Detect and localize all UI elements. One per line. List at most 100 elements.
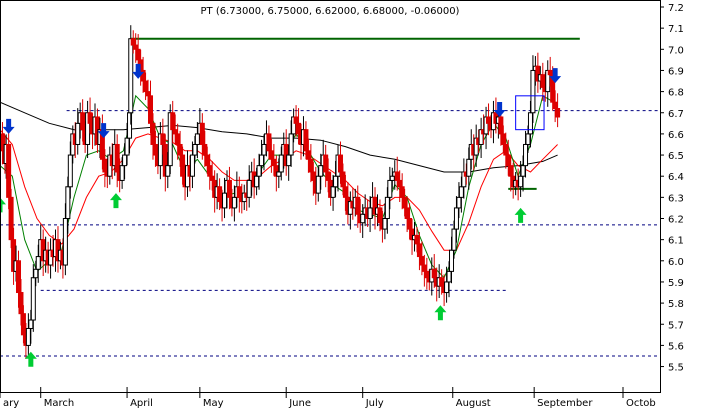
- candle-down: [114, 143, 120, 173]
- candle-down: [199, 122, 205, 145]
- candle-down: [552, 101, 558, 110]
- candle-up: [525, 133, 531, 145]
- axes: 7.2 7.1 7.0 6.9 6.8 6.7 6.6 6.5 6.4 6.3 6.2 6.1 6.0 5…: [0, 0, 684, 409]
- x-tick-label: ary: [3, 398, 19, 409]
- y-tick-label: 6.9: [668, 66, 684, 77]
- candle-up: [453, 207, 459, 230]
- candle-down: [8, 196, 14, 241]
- candle-up: [456, 196, 462, 209]
- x-tick-label: September: [537, 398, 593, 409]
- ma-mid-line: [0, 129, 558, 251]
- candle-up: [259, 154, 265, 167]
- candle-down: [540, 74, 546, 88]
- candle-up: [527, 112, 533, 135]
- x-tick-label: August: [456, 398, 491, 409]
- sell-arrow-icon: [549, 68, 562, 84]
- candle-down: [486, 116, 492, 124]
- x-tick-label: July: [365, 398, 384, 409]
- candle-down: [130, 38, 136, 46]
- candle-up: [288, 133, 294, 156]
- plot-area: [0, 25, 660, 367]
- y-tick-label: 6.2: [668, 215, 684, 226]
- buy-arrow-icon: [514, 207, 527, 223]
- candle-up: [444, 281, 450, 294]
- y-tick-label: 7.2: [668, 3, 684, 14]
- candle-up: [246, 179, 252, 198]
- candle-down: [20, 313, 26, 336]
- candle-down: [303, 129, 309, 152]
- candle-down: [377, 207, 383, 224]
- candle-down: [87, 112, 93, 124]
- candle-down: [148, 95, 154, 124]
- sell-arrow-icon: [493, 101, 506, 117]
- candle-up: [276, 171, 282, 177]
- candle-up: [389, 175, 395, 181]
- candle-up: [119, 165, 125, 181]
- candle-up: [384, 196, 390, 220]
- candle-down: [424, 270, 430, 279]
- plot-frame: [0, 0, 661, 393]
- candle-down: [407, 218, 413, 230]
- candle-down: [323, 154, 329, 173]
- candle-up: [520, 165, 526, 177]
- candle-down: [355, 196, 361, 215]
- candle-down: [160, 133, 166, 145]
- candle-down: [416, 243, 422, 258]
- candle-up: [33, 268, 39, 279]
- y-tick-label: 6.7: [668, 109, 684, 120]
- candle-down: [399, 186, 405, 198]
- candle-up: [315, 175, 321, 194]
- candle-up: [261, 143, 267, 156]
- candle-up: [35, 256, 41, 270]
- candle-down: [202, 143, 208, 156]
- candle-up: [67, 154, 73, 188]
- candle-up: [30, 277, 36, 321]
- y-tick-label: 6.1: [668, 236, 684, 247]
- candle-down: [217, 186, 223, 203]
- x-tick-label: Octob: [626, 398, 656, 409]
- candle-down: [143, 80, 149, 93]
- candle-up: [367, 207, 373, 220]
- candle-down: [207, 165, 213, 177]
- candle-up: [318, 165, 324, 177]
- candle-down: [337, 154, 343, 173]
- candle-up: [360, 213, 366, 224]
- candle-down: [209, 175, 215, 181]
- candle-up: [124, 137, 130, 156]
- candle-down: [342, 186, 348, 198]
- candle-up: [189, 154, 195, 177]
- candle-down: [6, 143, 12, 198]
- candle-down: [150, 122, 156, 145]
- candle-down: [325, 171, 331, 181]
- candle-down: [431, 268, 437, 279]
- candle-down: [508, 165, 514, 177]
- candle-down: [419, 256, 425, 266]
- candle-up: [254, 175, 260, 188]
- candle-down: [404, 207, 410, 220]
- candle-down: [80, 112, 86, 131]
- candle-down: [226, 179, 232, 198]
- candle-up: [128, 38, 134, 114]
- candle-up: [330, 186, 336, 198]
- candle-down: [135, 48, 141, 61]
- candle-down: [271, 158, 277, 167]
- candle-down: [204, 154, 210, 167]
- candle-up: [446, 270, 452, 283]
- candle-up: [231, 196, 237, 209]
- candle-down: [402, 196, 408, 209]
- y-tick-label: 6.8: [668, 88, 684, 99]
- candle-down: [266, 133, 272, 152]
- candle-up: [458, 186, 464, 198]
- candle-down: [18, 292, 24, 315]
- sell-arrow-icon: [2, 118, 15, 134]
- y-tick-label: 5.5: [668, 363, 684, 374]
- candle-up: [278, 154, 284, 173]
- y-tick-label: 6.4: [668, 172, 684, 183]
- candle-down: [397, 179, 403, 188]
- chart-title: PT (6.73000, 6.75000, 6.62000, 6.68000, …: [201, 6, 460, 17]
- candle-up: [530, 69, 536, 114]
- candle-up: [466, 158, 472, 177]
- candle-up: [28, 319, 34, 329]
- candle-up: [194, 133, 200, 145]
